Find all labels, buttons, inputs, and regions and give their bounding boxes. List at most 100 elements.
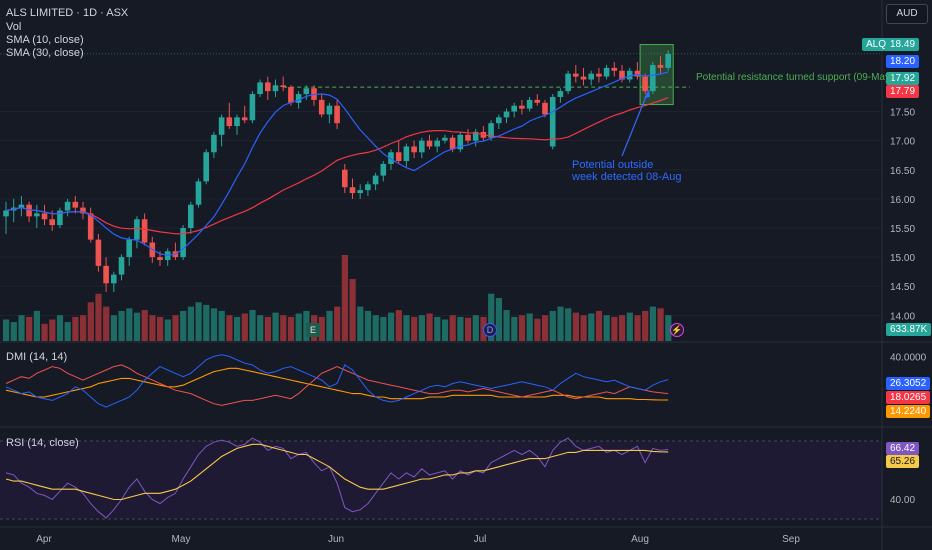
volume-bar: [534, 318, 541, 341]
candle-body: [380, 163, 387, 176]
candle-body: [611, 67, 618, 71]
volume-bar: [395, 310, 402, 341]
adx-tag: 14.2240: [886, 405, 931, 418]
candle-body: [488, 123, 494, 138]
candle-body: [365, 184, 371, 191]
volume-bar: [10, 322, 17, 341]
candle-body: [357, 190, 363, 194]
volume-bar: [295, 313, 302, 341]
volume-bar: [226, 315, 233, 341]
candle-body: [241, 117, 248, 121]
candle-body: [218, 117, 225, 135]
candle-body: [134, 219, 140, 240]
price-tick-label: 16.50: [890, 166, 915, 177]
volume-bar: [542, 315, 549, 341]
volume-bar: [426, 313, 433, 341]
candle-body: [18, 204, 25, 208]
volume-bar: [149, 315, 156, 341]
minus-di-line: [5, 364, 669, 406]
dividend-event-icon[interactable]: D: [483, 323, 497, 337]
candle-body: [619, 70, 625, 80]
volume-bar: [549, 310, 556, 341]
candle-body: [573, 73, 579, 77]
volume-bar: [341, 255, 348, 341]
candle-body: [557, 91, 564, 97]
volume-bar: [657, 308, 664, 341]
split-event-icon[interactable]: ⚡: [670, 323, 684, 337]
volume-bar: [203, 304, 210, 341]
time-axis-label: Apr: [36, 534, 52, 545]
price-tick-label: 14.00: [890, 311, 915, 322]
volume-bar: [557, 306, 564, 341]
support-price-tag: 17.92: [886, 72, 920, 85]
volume-bar: [141, 310, 148, 341]
volume-bar: [26, 316, 33, 341]
volume-bar: [272, 312, 279, 341]
volume-bar: [72, 316, 79, 341]
volume-bar: [33, 310, 40, 341]
volume-bar: [580, 315, 587, 341]
volume-bar: [218, 310, 225, 341]
candle-body: [411, 146, 417, 153]
volume-bar: [665, 315, 672, 341]
candle-body: [118, 257, 125, 275]
rsi-line: [5, 437, 669, 519]
price-tick-label: 15.50: [890, 224, 915, 235]
candle-body: [226, 117, 233, 127]
volume-bar: [56, 315, 64, 341]
symbol-title: ALS LIMITED · 1D · ASX: [6, 7, 129, 19]
volume-bar: [380, 316, 387, 341]
volume-bar: [264, 316, 271, 341]
volume-bar: [434, 316, 441, 341]
candle-body: [349, 187, 356, 194]
volume-bar: [595, 310, 603, 341]
candle-body: [103, 265, 109, 284]
volume-bar: [619, 315, 626, 341]
candle-body: [403, 146, 410, 162]
time-axis-label: Jul: [474, 534, 487, 545]
volume-bar: [364, 310, 372, 341]
candle-body: [496, 117, 502, 124]
volume-bar: [472, 315, 479, 341]
time-axis-label: Aug: [631, 534, 649, 545]
dmi-legend: DMI (14, 14): [6, 351, 68, 363]
candle-body: [519, 105, 525, 109]
candle-body: [472, 131, 479, 141]
price-tick-label: 17.00: [890, 137, 915, 148]
volume-bar: [495, 298, 502, 341]
currency-button[interactable]: AUD: [886, 4, 928, 24]
candle-body: [288, 87, 294, 103]
candle-body: [342, 169, 348, 188]
volume-bar: [572, 312, 579, 341]
candle-body: [372, 175, 379, 185]
candle-body: [457, 134, 464, 150]
volume-bar: [180, 310, 187, 341]
rsi-tick-label: 40.00: [890, 495, 915, 506]
volume-bar: [87, 302, 94, 341]
plus-di-line: [5, 354, 669, 408]
candle-body: [603, 67, 610, 77]
candle-body: [295, 94, 302, 103]
volume-bar: [388, 312, 395, 341]
candle-body: [634, 70, 641, 77]
candle-body: [280, 85, 286, 88]
candle-body: [64, 201, 71, 211]
volume-bar: [80, 315, 87, 341]
price-tick-label: 17.50: [890, 108, 915, 119]
sma10-price-tag: 18.20: [886, 55, 920, 68]
minus-di-tag: 18.0265: [886, 391, 931, 404]
candle-body: [203, 152, 209, 182]
candle-body: [318, 99, 325, 115]
volume-bar: [103, 306, 110, 341]
candle-body: [126, 239, 132, 258]
candle-body: [580, 76, 587, 80]
adx-line: [5, 367, 669, 401]
candle-body: [650, 64, 656, 92]
candle-body: [642, 76, 648, 92]
candle-body: [526, 99, 533, 109]
earnings-event-icon[interactable]: E: [306, 323, 320, 337]
resistance-annotation: Potential resistance turned support (09-…: [696, 72, 894, 83]
volume-bar: [326, 310, 333, 341]
volume-bar: [187, 306, 194, 341]
